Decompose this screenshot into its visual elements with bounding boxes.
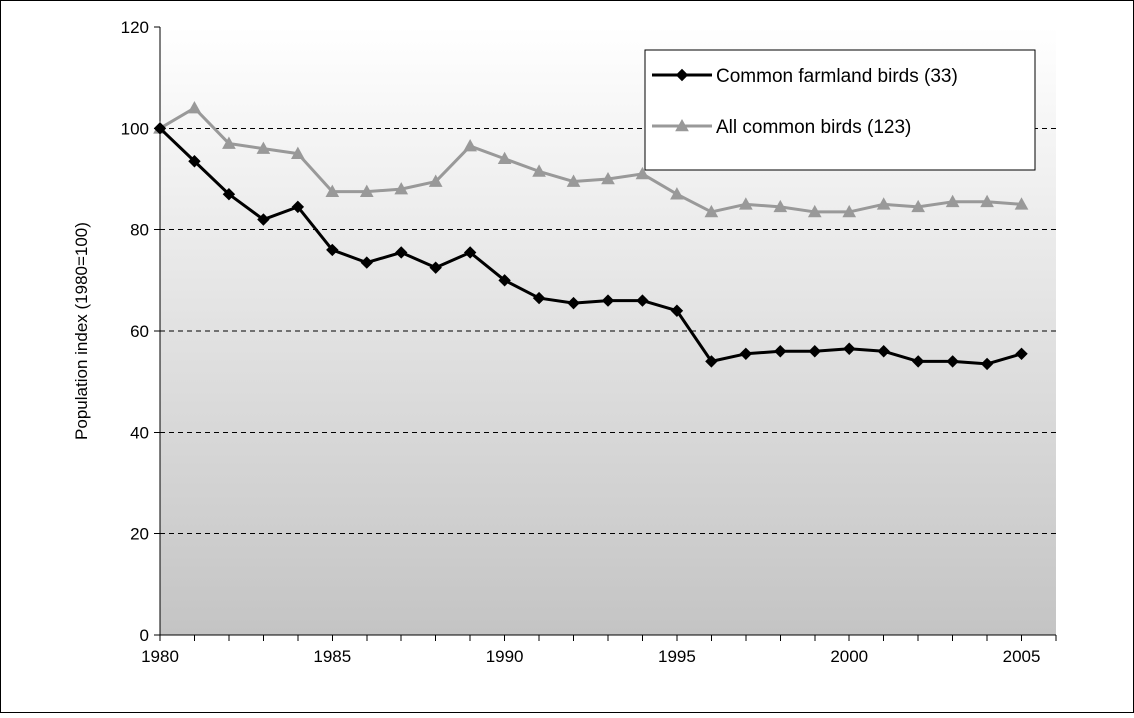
data-point-farmland (395, 246, 408, 259)
y-axis-title: Population index (1980=100) (72, 222, 91, 440)
y-tick-label: 80 (130, 221, 149, 240)
data-point-all-common (497, 151, 512, 165)
legend: Common farmland birds (33) All common bir… (644, 49, 1036, 171)
data-point-farmland (222, 187, 236, 201)
series-line-all-common (159, 106, 1022, 214)
data-point-farmland (980, 357, 994, 371)
data-point-farmland (946, 355, 959, 368)
data-point-all-common (945, 194, 960, 208)
data-point-all-common (428, 174, 443, 187)
data-point-all-common (911, 199, 926, 213)
data-point-all-common (325, 184, 340, 197)
data-point-farmland (257, 213, 270, 226)
data-point-all-common (1014, 197, 1029, 210)
data-point-farmland (188, 155, 201, 168)
data-point-farmland (670, 304, 684, 317)
data-point-all-common (222, 136, 236, 149)
data-point-all-common (463, 139, 478, 152)
series-group (153, 101, 1029, 371)
x-tick-label: 1980 (141, 647, 179, 666)
tick-labels: 0 20 40 60 80 100 120 1980 1985 1990 1995 2000 2005 (121, 18, 1041, 666)
data-point-farmland (705, 355, 718, 368)
data-point-farmland (291, 200, 305, 214)
legend-items: Common farmland birds (33) All common bir… (652, 66, 958, 138)
data-point-farmland (360, 256, 373, 269)
legend-label-all-common: All common birds (123) (716, 117, 911, 138)
data-point-farmland (808, 345, 821, 358)
data-point-all-common (738, 197, 753, 210)
data-point-farmland (636, 294, 649, 307)
data-point-all-common (566, 174, 581, 187)
y-tick-label: 0 (140, 626, 149, 645)
data-point-all-common (290, 146, 305, 159)
data-point-farmland (1015, 347, 1028, 361)
legend-label-farmland: Common farmland birds (33) (716, 66, 958, 87)
data-point-farmland (843, 342, 856, 355)
x-tick-label: 1995 (658, 647, 696, 666)
data-point-farmland (567, 296, 580, 310)
data-point-farmland (739, 347, 753, 361)
data-point-all-common (601, 171, 615, 185)
y-tick-label: 100 (121, 119, 149, 138)
data-point-farmland (498, 274, 511, 287)
legend-box (644, 49, 1036, 171)
axes (154, 26, 1057, 641)
data-point-farmland (463, 246, 477, 259)
y-tick-label: 20 (130, 525, 149, 544)
data-point-all-common (807, 204, 822, 218)
data-point-all-common (773, 199, 788, 213)
legend-marker-farmland (675, 68, 689, 82)
data-point-all-common (842, 204, 857, 218)
data-point-all-common (635, 166, 650, 180)
data-point-all-common (532, 164, 546, 177)
x-tick-label: 2005 (1003, 647, 1041, 666)
data-point-all-common (980, 194, 994, 208)
data-point-all-common (704, 204, 719, 218)
data-point-all-common (670, 187, 684, 200)
series-all-common (153, 101, 1029, 218)
y-tick-label: 60 (130, 322, 149, 341)
data-point-farmland (877, 345, 890, 358)
x-tick-label: 1990 (486, 647, 524, 666)
data-point-all-common (394, 182, 409, 195)
data-point-farmland (911, 355, 925, 368)
data-point-farmland (153, 122, 167, 135)
data-point-farmland (532, 291, 546, 305)
legend-marker-all-common (675, 118, 689, 132)
data-point-farmland (326, 243, 339, 257)
series-farmland (153, 122, 1028, 371)
data-point-all-common (256, 141, 271, 154)
data-point-farmland (774, 345, 787, 358)
data-point-farmland (601, 294, 615, 307)
y-tick-label: 120 (121, 18, 149, 37)
x-tick-label: 2000 (830, 647, 868, 666)
data-point-farmland (429, 261, 442, 274)
y-tick-label: 40 (130, 423, 149, 442)
x-tick-label: 1985 (313, 647, 351, 666)
data-point-all-common (187, 101, 202, 114)
data-point-all-common (876, 197, 891, 210)
data-point-all-common (359, 184, 374, 197)
